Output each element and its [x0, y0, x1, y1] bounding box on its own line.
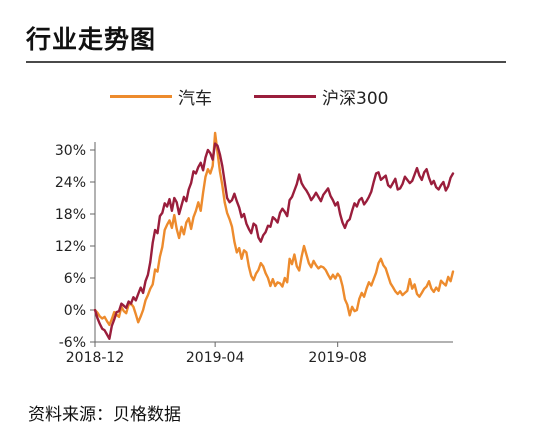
- y-tick-label: 30%: [55, 143, 86, 159]
- page-title: 行业走势图: [26, 25, 157, 54]
- x-tick-label: 2019-08: [308, 350, 367, 366]
- legend-swatch-hs300: [254, 94, 316, 98]
- y-tick-label: 24%: [55, 175, 86, 191]
- chart-legend: 汽车 沪深300: [110, 84, 430, 109]
- series-line-hs300: [93, 142, 455, 340]
- y-tick-label: 12%: [55, 239, 86, 255]
- title-divider: [26, 61, 506, 63]
- legend-item-auto: 汽车: [110, 84, 212, 109]
- legend-item-hs300: 沪深300: [254, 84, 388, 109]
- y-tick-label: 6%: [64, 271, 86, 287]
- legend-swatch-auto: [110, 94, 172, 98]
- y-tick-label: 18%: [55, 207, 86, 223]
- y-tick-label: 0%: [64, 303, 86, 319]
- source-note: 资料来源：贝格数据: [28, 405, 181, 425]
- x-tick-label: 2019-04: [186, 350, 245, 366]
- legend-label-hs300: 沪深300: [322, 88, 389, 109]
- legend-label-auto: 汽车: [178, 88, 212, 109]
- x-tick-label: 2018-12: [66, 350, 125, 366]
- y-tick-label: -6%: [59, 335, 86, 351]
- series-line-auto: [93, 131, 455, 327]
